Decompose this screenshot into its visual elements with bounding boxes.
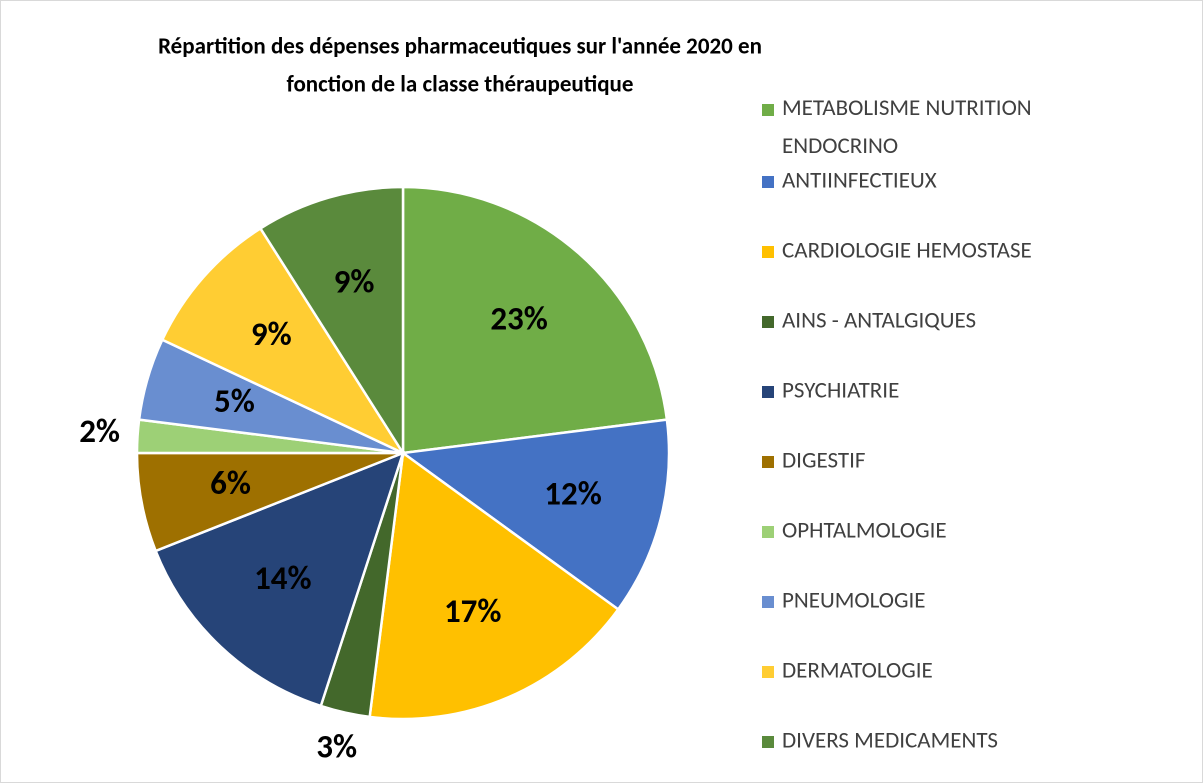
legend-label: METABOLISME NUTRITION ENDOCRINO [782, 94, 1032, 160]
legend-swatch [762, 316, 774, 328]
data-label: 17% [444, 591, 502, 631]
pie-slice [401, 185, 669, 455]
legend-label: OPHTALMOLOGIE [782, 516, 947, 544]
data-label: 9% [251, 314, 292, 354]
data-label: 6% [210, 463, 251, 503]
data-label: 12% [544, 474, 602, 514]
legend-label: DIVERS MEDICAMENTS [782, 726, 998, 754]
legend-swatch [762, 104, 774, 116]
data-label: 23% [490, 298, 548, 338]
data-label: 3% [316, 727, 357, 767]
legend-swatch [762, 596, 774, 608]
legend-label: ANTIINFECTIEUX [782, 166, 937, 194]
legend-swatch [762, 176, 774, 188]
pie-slice [399, 418, 671, 612]
legend-swatch [762, 526, 774, 538]
data-label: 14% [254, 558, 312, 598]
legend-swatch [762, 246, 774, 258]
legend-swatch [762, 456, 774, 468]
legend-label: AINS - ANTALGIQUES [782, 306, 976, 334]
legend-label: DERMATOLOGIE [782, 656, 933, 684]
pie-slice [258, 185, 405, 458]
chart-title: Répartition des dépenses pharmaceutiques… [158, 33, 762, 61]
pie-slice [160, 226, 407, 456]
pie-slice [368, 450, 620, 721]
legend-label: CARDIOLOGIE HEMOSTASE [782, 236, 1032, 264]
legend-label: PSYCHIATRIE [782, 376, 899, 404]
data-label: 5% [214, 381, 255, 421]
legend-swatch [762, 386, 774, 398]
data-label: 2% [79, 411, 120, 451]
legend-swatch [762, 736, 774, 748]
pie-slice [154, 450, 406, 708]
legend-label: PNEUMOLOGIE [782, 586, 926, 614]
legend-swatch [762, 666, 774, 678]
data-label: 9% [334, 261, 375, 301]
legend-label: DIGESTIF [782, 446, 865, 474]
chart-title: fonction de la classe théraupeutique [287, 71, 634, 99]
